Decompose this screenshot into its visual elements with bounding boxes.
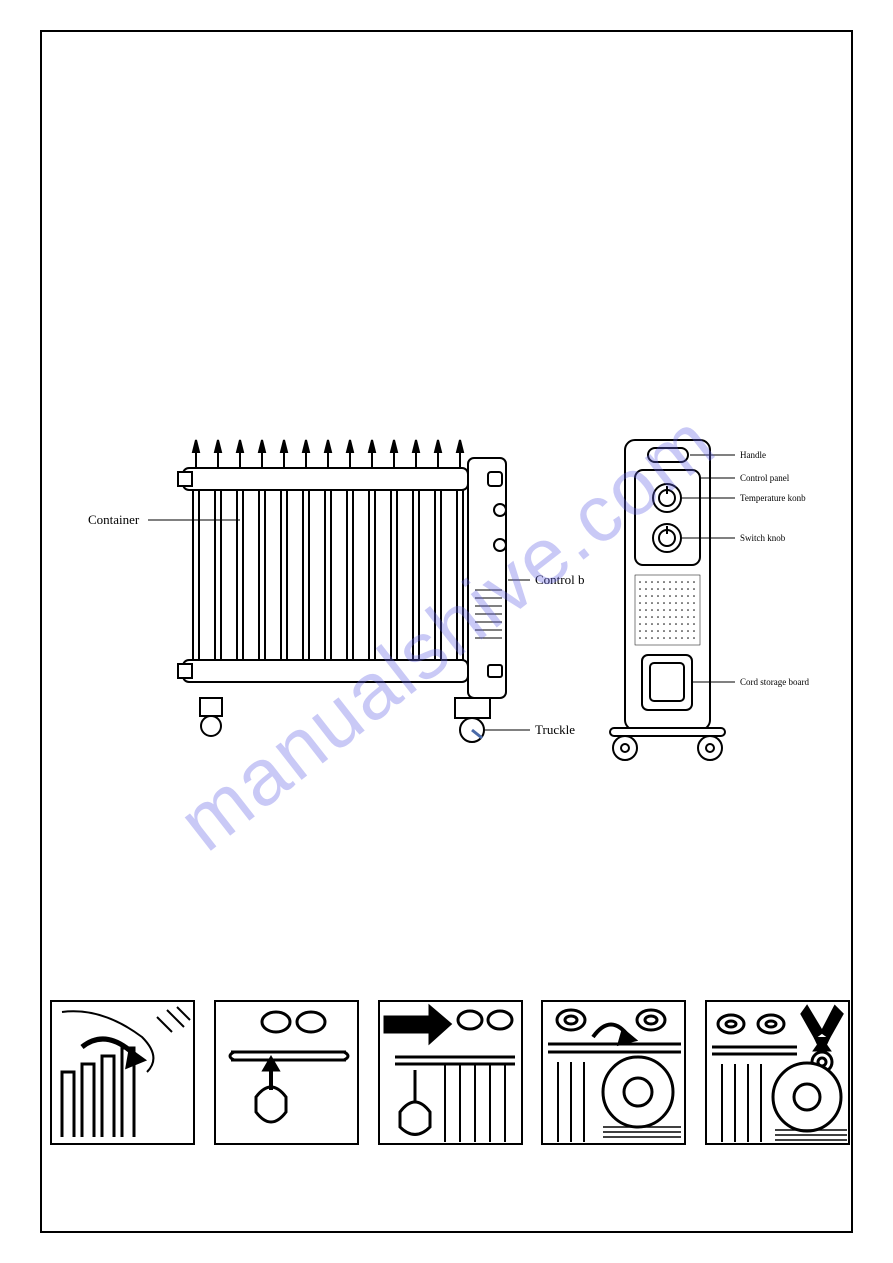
- label-control-panel: Control panel: [740, 473, 789, 483]
- label-cord-storage-board: Cord storage board: [740, 677, 809, 687]
- label-truckle: Truckle: [535, 722, 575, 738]
- assembly-step-1: [50, 1000, 195, 1145]
- assembly-step-4: [541, 1000, 686, 1145]
- label-control-b: Control b: [535, 572, 584, 588]
- radiator-side-diagram: [80, 430, 550, 770]
- assembly-steps-row: [50, 1000, 850, 1155]
- label-temperature-knob: Temperature konb: [740, 493, 806, 503]
- assembly-step-5: [705, 1000, 850, 1145]
- label-switch-knob: Switch knob: [740, 533, 785, 543]
- main-diagram-area: Container Control b Truckle: [80, 430, 820, 790]
- assembly-step-3: [378, 1000, 523, 1145]
- label-container: Container: [88, 512, 139, 528]
- assembly-step-2: [214, 1000, 359, 1145]
- label-handle: Handle: [740, 450, 766, 460]
